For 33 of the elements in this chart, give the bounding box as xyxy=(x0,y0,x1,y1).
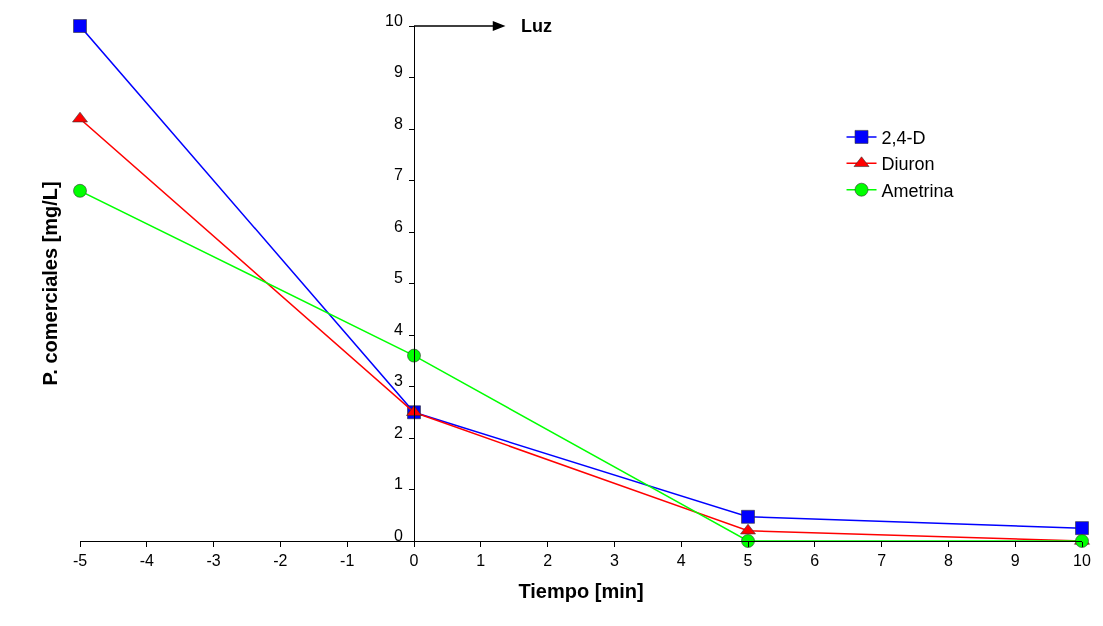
legend-label: Ametrina xyxy=(881,180,955,201)
x-tick-label: 0 xyxy=(409,552,419,570)
x-tick-label: 7 xyxy=(877,552,887,570)
x-tick-label: 4 xyxy=(676,552,686,570)
x-tick-label: 8 xyxy=(943,552,953,570)
x-tick-label: -1 xyxy=(340,552,355,570)
x-tick-label: 10 xyxy=(1073,552,1091,570)
x-axis-title: Tiempo [min] xyxy=(518,579,644,602)
x-tick-label: 9 xyxy=(1010,552,1020,570)
y-tick-label: 9 xyxy=(393,63,403,81)
legend-label: Diuron xyxy=(881,154,935,175)
x-tick-label: -5 xyxy=(72,552,88,570)
y-tick-label: 0 xyxy=(393,526,403,544)
legend-label: 2,4-D xyxy=(881,127,926,148)
y-tick-label: 2 xyxy=(393,423,403,441)
y-tick-label: 7 xyxy=(393,166,403,184)
y-tick-label: 4 xyxy=(393,320,403,338)
x-tick-label: 2 xyxy=(543,552,553,570)
x-tick-label: 1 xyxy=(476,552,486,570)
annotation: Luz xyxy=(521,16,552,36)
y-tick-label: 10 xyxy=(385,11,403,29)
y-tick-label: 3 xyxy=(393,372,403,390)
x-tick-label: 5 xyxy=(743,552,753,570)
x-tick-label: -2 xyxy=(273,552,288,570)
y-tick-label: 6 xyxy=(393,217,403,235)
x-tick-label: -3 xyxy=(206,552,221,570)
y-tick-label: 8 xyxy=(393,114,403,132)
x-tick-label: 6 xyxy=(810,552,820,570)
y-tick-label: 1 xyxy=(393,475,403,493)
x-tick-label: 3 xyxy=(609,552,619,570)
y-tick-label: 5 xyxy=(393,269,403,287)
x-tick-label: -4 xyxy=(139,552,155,570)
y-axis-title: P. comerciales [mg/L] xyxy=(39,181,62,386)
